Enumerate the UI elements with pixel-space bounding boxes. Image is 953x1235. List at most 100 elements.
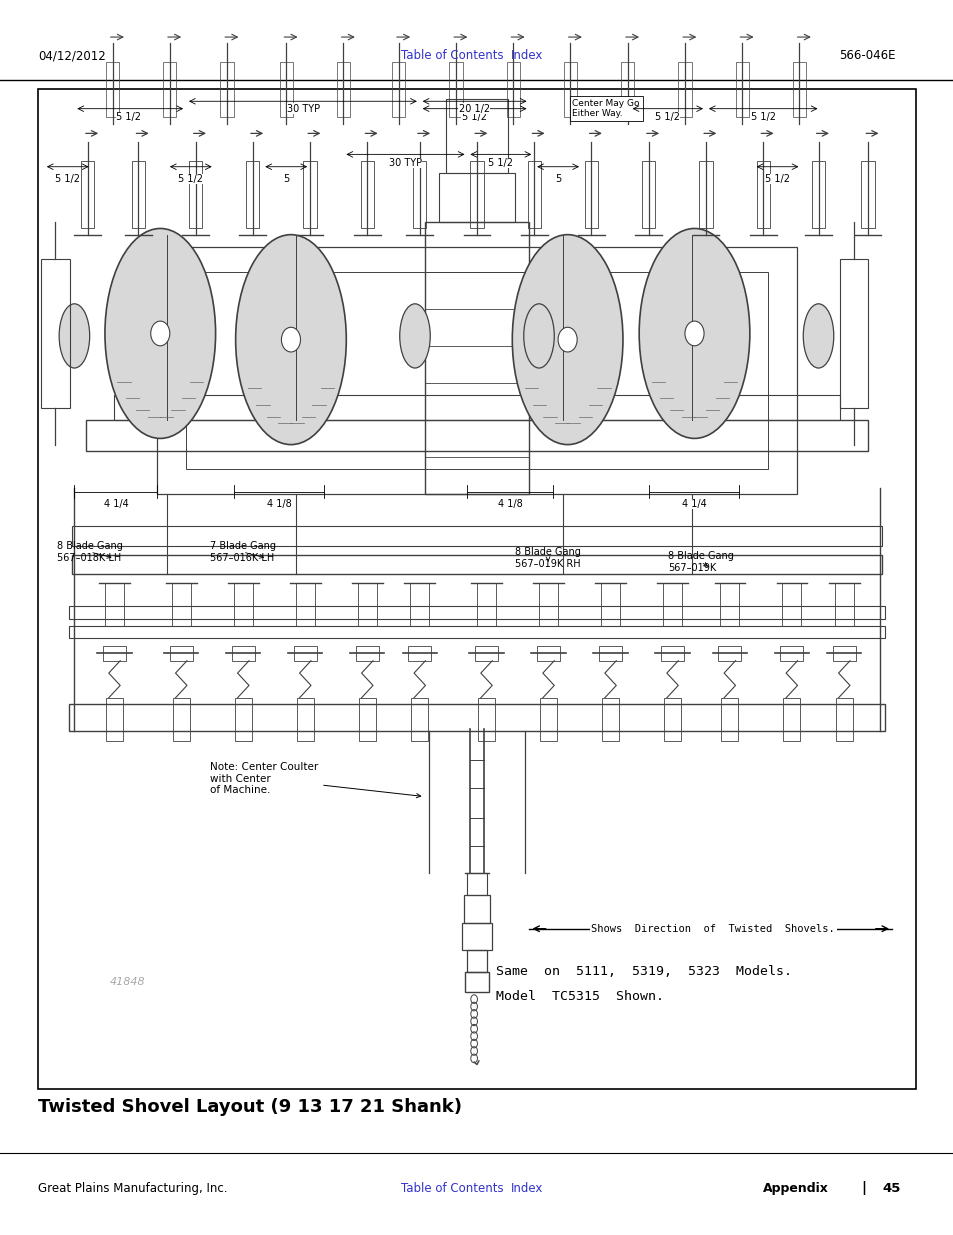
Ellipse shape xyxy=(523,304,554,368)
Bar xyxy=(662,583,681,626)
Bar xyxy=(86,420,867,451)
Text: |: | xyxy=(860,1181,865,1195)
Bar xyxy=(506,62,519,117)
Bar xyxy=(106,62,119,117)
Bar xyxy=(475,646,497,661)
Bar xyxy=(584,161,598,228)
Bar xyxy=(234,698,252,741)
Text: 7 Blade Gang
567–016K LH: 7 Blade Gang 567–016K LH xyxy=(210,541,275,563)
Bar xyxy=(172,698,190,741)
Bar xyxy=(781,583,801,626)
Text: 4 1/8: 4 1/8 xyxy=(497,499,522,509)
Bar xyxy=(832,646,855,661)
Circle shape xyxy=(684,321,703,346)
Bar xyxy=(834,583,853,626)
Bar xyxy=(601,698,618,741)
Bar xyxy=(539,698,557,741)
Text: 5 1/2: 5 1/2 xyxy=(764,174,789,184)
Bar xyxy=(186,272,767,469)
Bar xyxy=(538,583,558,626)
Bar xyxy=(105,583,124,626)
Bar xyxy=(358,698,375,741)
Bar xyxy=(438,173,515,222)
Bar xyxy=(835,698,852,741)
Text: Center May Go
Either Way.: Center May Go Either Way. xyxy=(572,99,639,119)
Bar xyxy=(466,873,487,895)
Circle shape xyxy=(281,327,300,352)
Bar xyxy=(527,161,540,228)
Bar xyxy=(303,161,316,228)
Text: 8 Blade Gang
567–019K: 8 Blade Gang 567–019K xyxy=(667,551,733,573)
Bar xyxy=(620,62,634,117)
Circle shape xyxy=(558,327,577,352)
Bar xyxy=(295,583,314,626)
Bar xyxy=(641,161,655,228)
Bar xyxy=(600,583,619,626)
Bar xyxy=(461,923,492,950)
Bar xyxy=(780,646,802,661)
Bar xyxy=(720,583,739,626)
Bar xyxy=(71,526,882,546)
Text: 4 1/4: 4 1/4 xyxy=(681,499,705,509)
Bar xyxy=(233,583,253,626)
Text: 5 1/2: 5 1/2 xyxy=(178,174,203,184)
Bar xyxy=(357,583,376,626)
Bar xyxy=(103,646,126,661)
Bar xyxy=(355,646,378,661)
Text: 04/12/2012: 04/12/2012 xyxy=(38,49,106,62)
Text: Twisted Shovel Layout (9 13 17 21 Shank): Twisted Shovel Layout (9 13 17 21 Shank) xyxy=(38,1098,461,1115)
Bar xyxy=(446,99,507,173)
Bar xyxy=(336,62,350,117)
Text: 5 1/2: 5 1/2 xyxy=(116,112,141,122)
Bar xyxy=(170,646,193,661)
Bar xyxy=(132,161,145,228)
Ellipse shape xyxy=(59,304,90,368)
Bar xyxy=(279,62,293,117)
Bar xyxy=(360,161,374,228)
Bar xyxy=(163,62,176,117)
Bar xyxy=(424,222,529,494)
Bar xyxy=(69,606,884,619)
Text: 20 1/2: 20 1/2 xyxy=(458,104,489,114)
Text: 30 TYP: 30 TYP xyxy=(389,158,421,168)
Bar xyxy=(464,972,489,992)
Bar xyxy=(41,259,70,408)
Text: 8 Blade Gang
567–018K LH: 8 Blade Gang 567–018K LH xyxy=(57,541,123,563)
Ellipse shape xyxy=(399,304,430,368)
Text: Shows  Direction  of  Twisted  Shovels.: Shows Direction of Twisted Shovels. xyxy=(591,924,835,934)
Text: 5 1/2: 5 1/2 xyxy=(655,112,679,122)
Bar xyxy=(189,161,202,228)
Bar xyxy=(537,646,559,661)
Bar xyxy=(718,646,740,661)
Bar xyxy=(735,62,748,117)
Text: 5: 5 xyxy=(283,174,289,184)
Bar xyxy=(172,583,191,626)
Bar xyxy=(392,62,405,117)
Bar xyxy=(296,698,314,741)
Bar xyxy=(782,698,800,741)
Text: 4 1/8: 4 1/8 xyxy=(267,499,291,509)
Bar xyxy=(246,161,259,228)
Ellipse shape xyxy=(235,235,346,445)
Bar xyxy=(792,62,805,117)
Bar xyxy=(413,161,426,228)
Bar xyxy=(660,646,683,661)
Text: 30 TYP: 30 TYP xyxy=(287,104,319,114)
Bar xyxy=(408,646,431,661)
Bar xyxy=(811,161,824,228)
Ellipse shape xyxy=(105,228,215,438)
Text: 4 1/4: 4 1/4 xyxy=(104,499,128,509)
Ellipse shape xyxy=(512,235,622,445)
Bar xyxy=(449,62,462,117)
Bar xyxy=(470,161,483,228)
Text: 566-046E: 566-046E xyxy=(839,49,895,62)
Bar xyxy=(69,626,884,638)
Bar xyxy=(477,698,495,741)
Bar xyxy=(699,161,712,228)
Text: 5 1/2: 5 1/2 xyxy=(55,174,80,184)
Bar xyxy=(463,895,490,923)
Text: Index: Index xyxy=(510,49,542,62)
Text: Index: Index xyxy=(510,1182,542,1194)
Bar xyxy=(220,62,233,117)
Text: 5 1/2: 5 1/2 xyxy=(461,112,486,122)
